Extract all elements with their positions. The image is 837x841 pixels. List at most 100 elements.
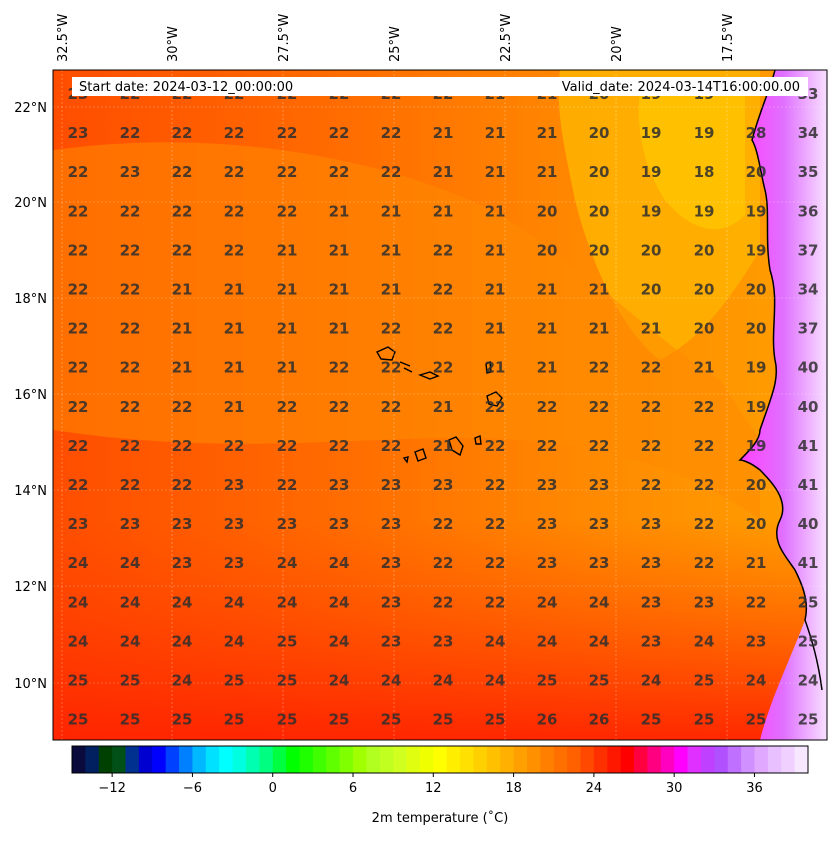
grid-value: 20 bbox=[641, 241, 662, 259]
grid-value: 22 bbox=[172, 202, 193, 220]
cool-core bbox=[638, 90, 745, 230]
grid-value: 40 bbox=[798, 359, 819, 377]
grid-value: 23 bbox=[277, 515, 298, 533]
colorbar-label: 2m temperature (˚C) bbox=[372, 810, 509, 826]
grid-value: 23 bbox=[329, 515, 350, 533]
graticule bbox=[53, 70, 827, 740]
grid-value: 18 bbox=[694, 163, 715, 181]
grid-value: 24 bbox=[120, 593, 141, 611]
grid-value: 24 bbox=[277, 554, 298, 572]
grid-value: 22 bbox=[277, 476, 298, 494]
grid-value: 22 bbox=[120, 202, 141, 220]
grid-value: 23 bbox=[381, 554, 402, 572]
grid-value: 23 bbox=[381, 515, 402, 533]
grid-value: 24 bbox=[641, 672, 662, 690]
grid-value: 20 bbox=[746, 163, 767, 181]
grid-value: 22 bbox=[641, 476, 662, 494]
colorbar-segment bbox=[165, 746, 180, 773]
grid-value: 20 bbox=[746, 476, 767, 494]
grid-value: 21 bbox=[172, 320, 193, 338]
colorbar-segment bbox=[674, 746, 689, 773]
colorbar-segment bbox=[152, 746, 167, 773]
grid-value: 21 bbox=[485, 359, 506, 377]
grid-value: 21 bbox=[537, 163, 558, 181]
map-border bbox=[52, 69, 828, 741]
grid-value: 25 bbox=[381, 711, 402, 729]
colorbar-segment bbox=[553, 746, 568, 773]
grid-value: 23 bbox=[433, 632, 454, 650]
grid-value: 22 bbox=[485, 476, 506, 494]
grid-value: 22 bbox=[172, 241, 193, 259]
grid-value: 21 bbox=[433, 437, 454, 455]
colorbar-segment bbox=[393, 746, 408, 773]
colorbar-border bbox=[71, 745, 809, 774]
grid-value: 20 bbox=[589, 202, 610, 220]
grid-value: 22 bbox=[641, 398, 662, 416]
colorbar-segment bbox=[727, 746, 742, 773]
grid-value: 19 bbox=[694, 124, 715, 142]
grid-value: 22 bbox=[120, 437, 141, 455]
grid-value: 25 bbox=[277, 632, 298, 650]
grid-value: 20 bbox=[746, 320, 767, 338]
grid-value: 34 bbox=[798, 124, 819, 142]
colorbar-segment bbox=[700, 746, 715, 773]
grid-value: 22 bbox=[172, 476, 193, 494]
grid-value: 20 bbox=[537, 202, 558, 220]
grid-value: 21 bbox=[381, 281, 402, 299]
colorbar bbox=[72, 746, 809, 773]
colorbar-segment bbox=[312, 746, 327, 773]
colorbar-segment bbox=[72, 746, 86, 773]
grid-value: 21 bbox=[224, 359, 245, 377]
colorbar-segment bbox=[125, 746, 140, 773]
colorbar-tick-label: 12 bbox=[425, 781, 442, 796]
grid-value: 21 bbox=[277, 320, 298, 338]
grid-value: 23 bbox=[537, 476, 558, 494]
valid-date: Valid_date: 2024-03-14T16:00:00.00 bbox=[562, 80, 800, 95]
grid-value: 22 bbox=[381, 124, 402, 142]
colorbar-segment bbox=[245, 746, 260, 773]
map-panel: 2322222222222222212120191933232222222222… bbox=[53, 70, 827, 740]
colorbar-segment bbox=[513, 746, 528, 773]
grid-value: 23 bbox=[120, 163, 141, 181]
grid-value: 22 bbox=[68, 241, 89, 259]
grid-value: 24 bbox=[120, 554, 141, 572]
colorbar-segment bbox=[781, 746, 796, 773]
grid-value: 22 bbox=[694, 398, 715, 416]
cape-verde-islands bbox=[376, 346, 503, 464]
grid-value: 23 bbox=[224, 554, 245, 572]
colorbar-segment bbox=[526, 746, 541, 773]
grid-value: 25 bbox=[589, 672, 610, 690]
colorbar-segment bbox=[98, 746, 113, 773]
grid-value: 21 bbox=[277, 281, 298, 299]
grid-value: 25 bbox=[694, 672, 715, 690]
grid-value: 22 bbox=[537, 437, 558, 455]
grid-value: 25 bbox=[224, 711, 245, 729]
grid-value: 24 bbox=[172, 593, 193, 611]
grid-value: 22 bbox=[329, 437, 350, 455]
grid-value: 24 bbox=[589, 632, 610, 650]
grid-value: 22 bbox=[172, 437, 193, 455]
colorbar-segment bbox=[741, 746, 755, 773]
grid-value: 21 bbox=[381, 241, 402, 259]
grid-value: 23 bbox=[589, 476, 610, 494]
grid-value: 22 bbox=[277, 398, 298, 416]
grid-value: 22 bbox=[172, 398, 193, 416]
grid-value: 22 bbox=[224, 241, 245, 259]
longitude-label: 30°W bbox=[166, 26, 181, 62]
grid-value: 20 bbox=[537, 241, 558, 259]
grid-value: 23 bbox=[746, 632, 767, 650]
colorbar-ticks: −12 −6 0 6 12 18 24 30 36 bbox=[98, 773, 763, 796]
grid-value: 23 bbox=[641, 593, 662, 611]
grid-value: 22 bbox=[329, 124, 350, 142]
grid-value: 24 bbox=[172, 632, 193, 650]
grid-value: 41 bbox=[798, 476, 819, 494]
colorbar-segment bbox=[406, 746, 421, 773]
grid-value: 22 bbox=[68, 163, 89, 181]
colorbar-segment bbox=[620, 746, 635, 773]
grid-value: 21 bbox=[224, 320, 245, 338]
grid-value: 23 bbox=[381, 476, 402, 494]
grid-value: 24 bbox=[485, 672, 506, 690]
start-date: Start date: 2024-03-12_00:00:00 bbox=[79, 80, 293, 95]
grid-value: 22 bbox=[277, 163, 298, 181]
grid-value: 25 bbox=[120, 711, 141, 729]
